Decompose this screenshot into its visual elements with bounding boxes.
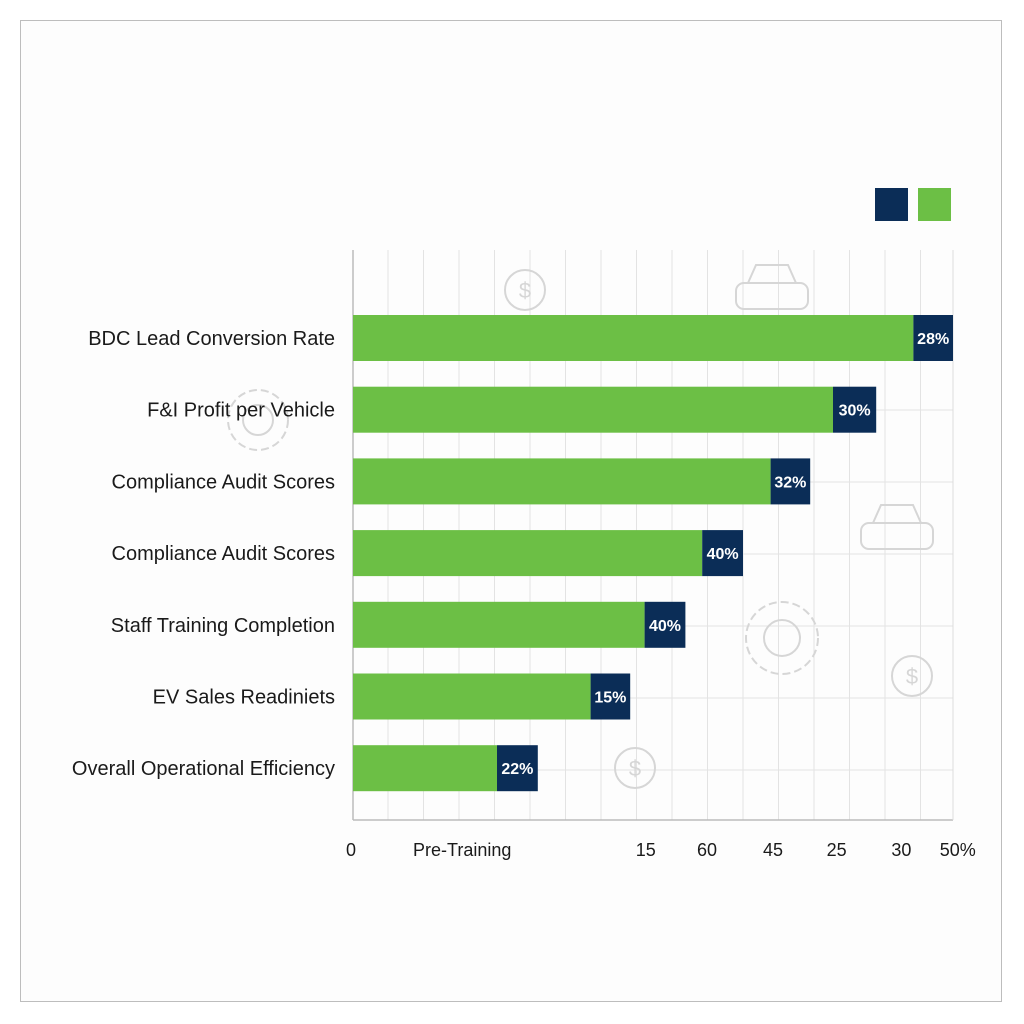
data-label: 40% [707, 546, 739, 563]
category-label: Staff Training Completion [111, 615, 335, 637]
dollar-icon [891, 655, 933, 697]
car-icon-roof [872, 504, 922, 524]
bar-segment-2 [770, 458, 811, 505]
category-label: BDC Lead Conversion Rate [88, 328, 335, 350]
bar-segment-2 [702, 530, 743, 577]
chart-frame [20, 20, 1002, 1002]
data-label: 15% [594, 690, 626, 707]
legend-swatch-navy [875, 188, 908, 221]
category-label: EV Sales Readiniets [153, 687, 335, 709]
bar-segment-2 [644, 601, 686, 648]
bar-segment-1 [353, 673, 591, 720]
x-tick-label: 15 [636, 840, 656, 860]
x-tick-label: 45 [763, 840, 783, 860]
category-label: Compliance Audit Scores [112, 471, 335, 493]
dollar-icon [504, 269, 546, 311]
bar-segment-1 [353, 458, 771, 505]
bar-segment-2 [497, 745, 538, 792]
x-tick-label: 60 [697, 840, 717, 860]
x-tick-label: 25 [827, 840, 847, 860]
bar-segment-2 [833, 386, 877, 433]
gear-icon-center [763, 619, 801, 657]
category-label: F&I Profit per Vehicle [147, 400, 335, 422]
bar-segment-1 [353, 530, 703, 577]
category-label: Overall Operational Efficiency [72, 758, 335, 780]
data-label: 22% [501, 761, 533, 778]
bar-segment-2 [590, 673, 631, 720]
gear-icon [745, 601, 819, 675]
gear-icon [227, 389, 289, 451]
car-icon [860, 522, 934, 550]
bar-segment-1 [353, 601, 645, 648]
dollar-icon-glyph: $ [629, 756, 641, 781]
dollar-icon-glyph: $ [906, 664, 918, 689]
data-label: 32% [774, 474, 806, 491]
x-tick-label: 50% [940, 840, 976, 860]
x-tick-label: 30 [891, 840, 911, 860]
category-label: Compliance Audit Scores [112, 543, 335, 565]
data-label: 40% [649, 618, 681, 635]
gear-icon-center [242, 404, 274, 436]
bar-segment-1 [353, 315, 914, 361]
bar-segment-1 [353, 386, 833, 433]
car-icon-roof [747, 264, 797, 284]
bar-segment-1 [353, 745, 497, 792]
car-icon [735, 282, 809, 310]
data-label: 30% [839, 403, 871, 420]
legend-swatch-green [918, 188, 951, 221]
x-tick-label: Pre-Training [413, 840, 511, 860]
bar-segment-2 [913, 315, 953, 361]
data-label: 28% [917, 331, 949, 348]
dollar-icon-glyph: $ [519, 278, 531, 303]
x-tick-label: 0 [346, 840, 356, 860]
dollar-icon [614, 747, 656, 789]
